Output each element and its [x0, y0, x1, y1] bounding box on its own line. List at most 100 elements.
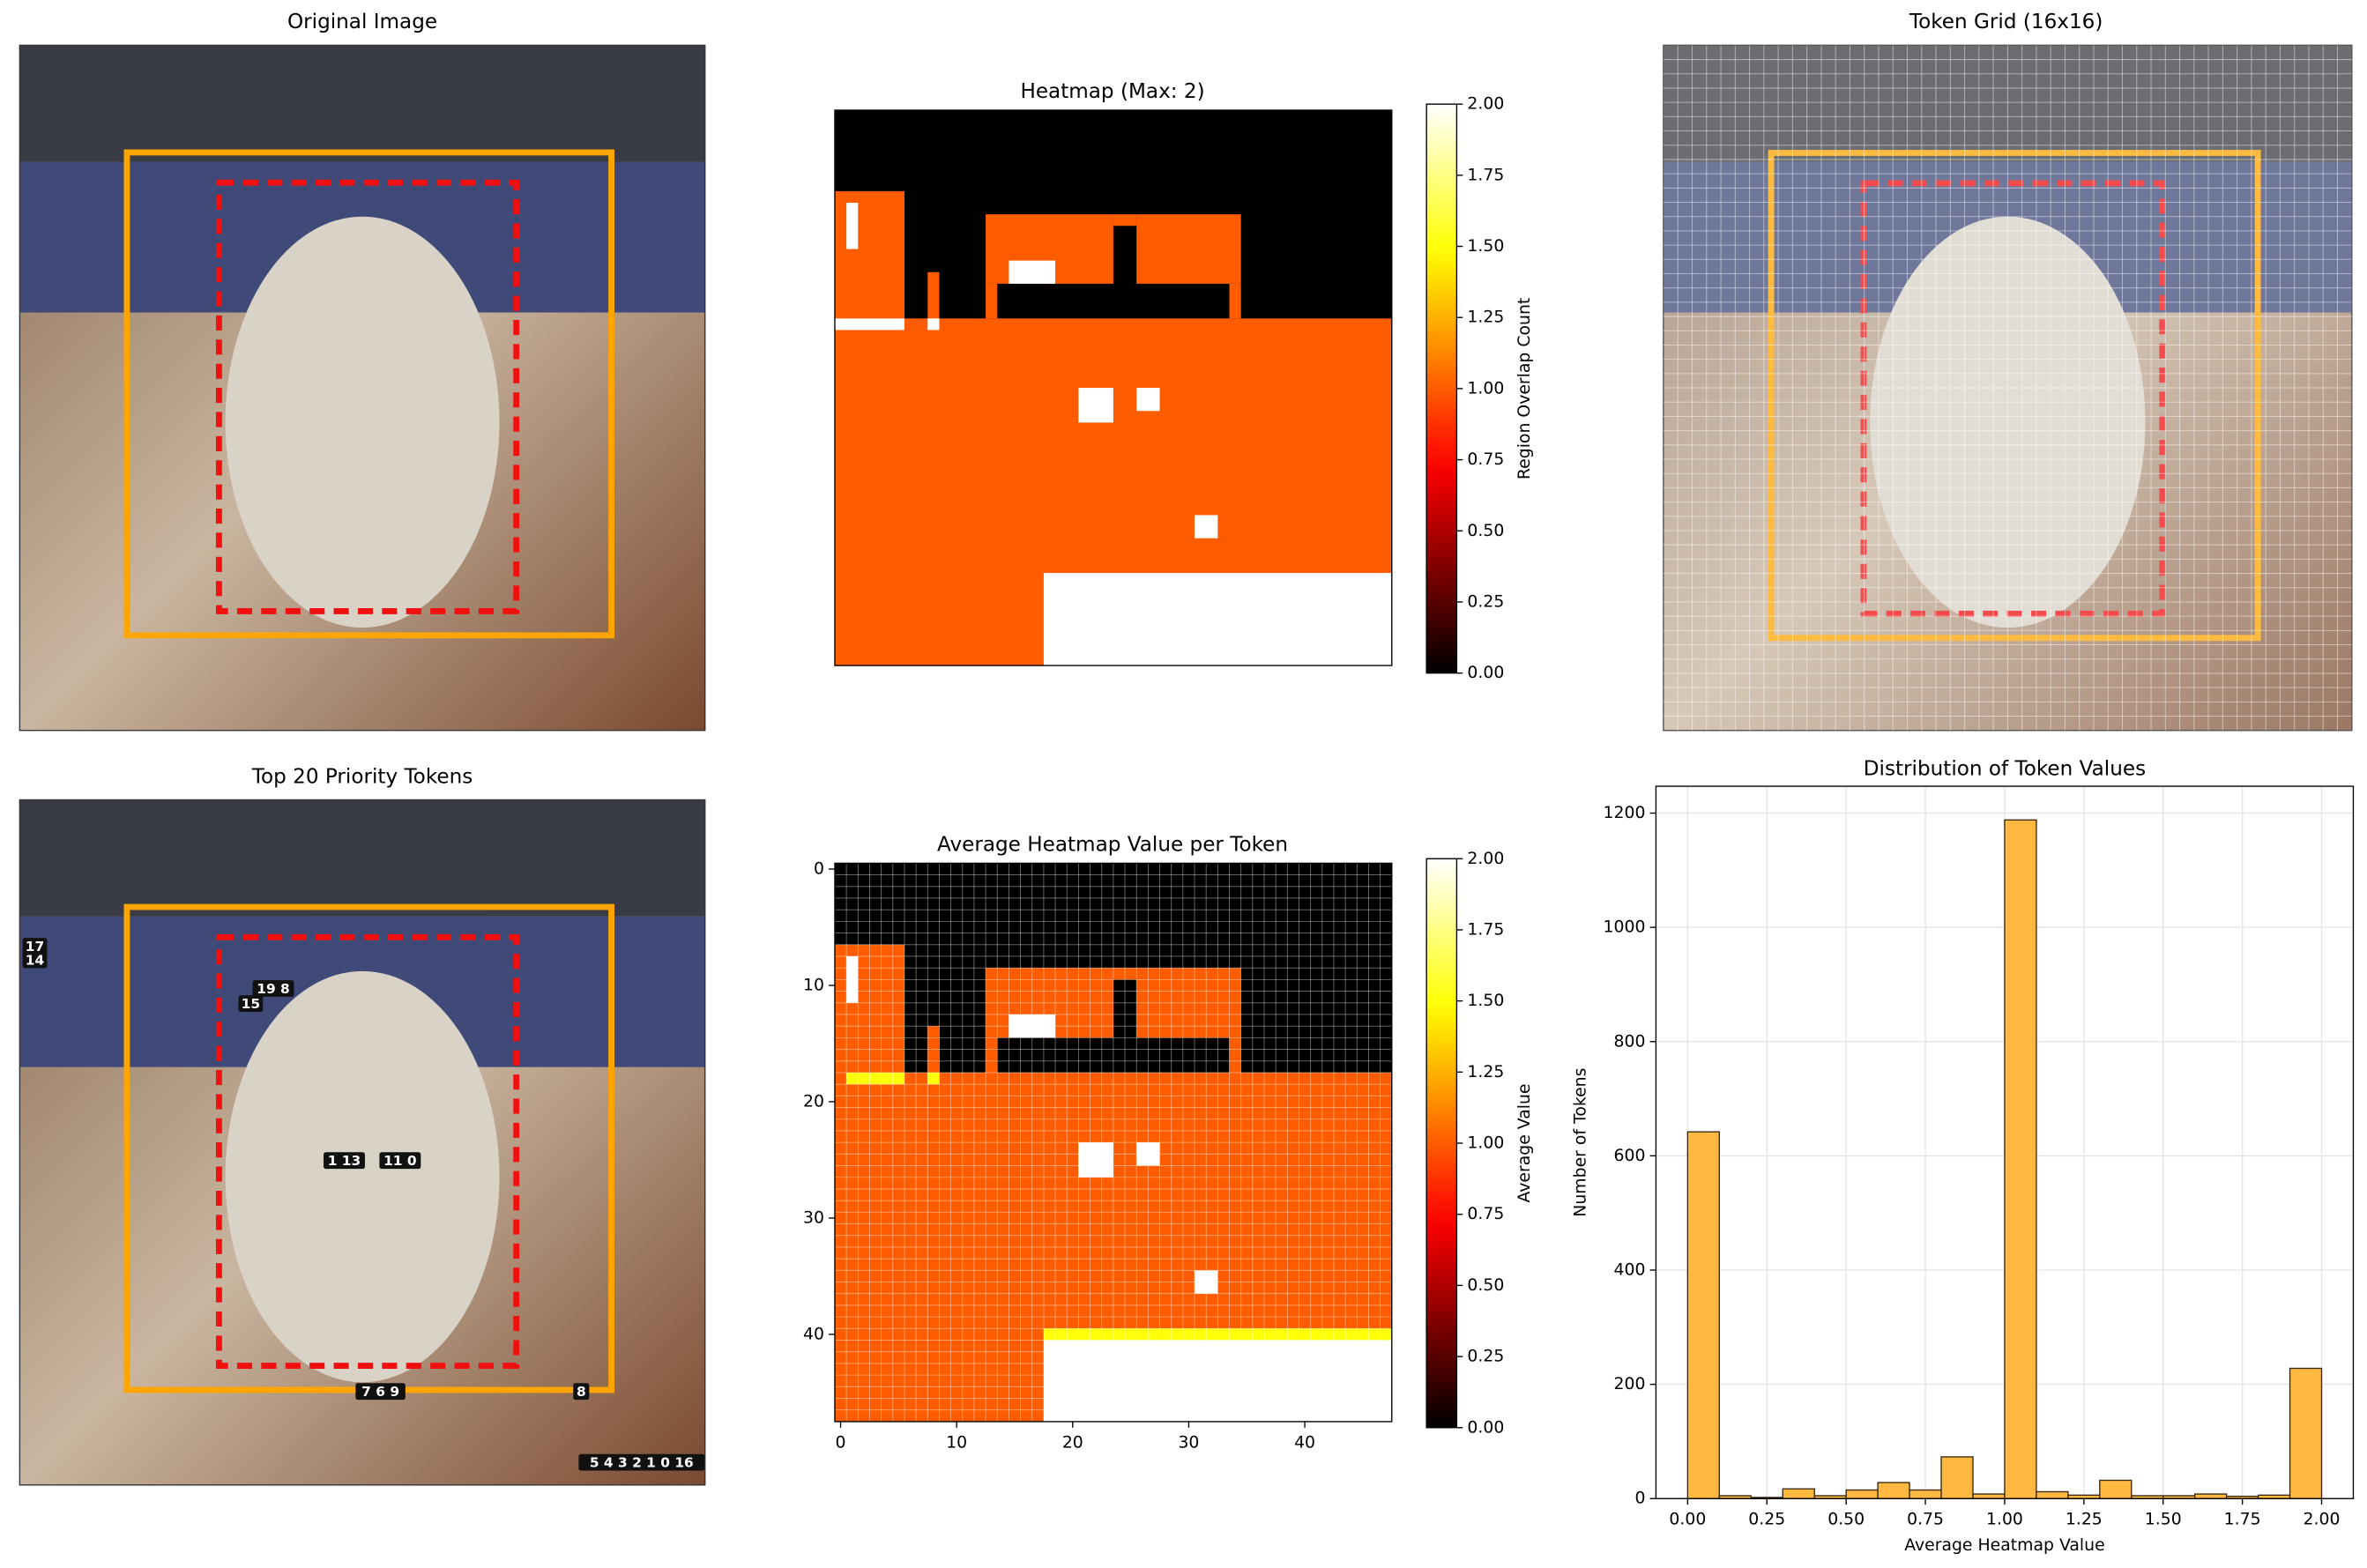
colorbar-tick-label: 0.75 — [1467, 450, 1504, 469]
heatmap-region — [1195, 1270, 1218, 1294]
heatmap-region — [927, 271, 940, 331]
photo-dog — [1870, 216, 2146, 628]
heatmap-region — [1043, 1340, 1392, 1422]
x-tick-label: 0.00 — [1669, 1511, 1706, 1529]
colorbar-tick-label: 1.25 — [1467, 308, 1504, 327]
panel-title: Average Heatmap Value per Token — [937, 833, 1288, 856]
heatmap-region — [1229, 1037, 1241, 1073]
photo-frame — [19, 799, 706, 1486]
orange-box — [123, 149, 614, 639]
photo-dog — [225, 970, 500, 1383]
image-panel — [19, 44, 706, 732]
colorbar — [1425, 858, 1458, 1429]
x-tick-label: 1.50 — [2145, 1511, 2182, 1529]
axes-frame — [834, 109, 1393, 666]
token-label-bg — [573, 1383, 590, 1401]
x-tick-label: 1.00 — [1986, 1511, 2023, 1529]
axes-frame — [1655, 785, 2355, 1499]
image-panel — [19, 799, 706, 1486]
panel-title: Original Image — [287, 11, 437, 33]
y-tick-label: 800 — [1614, 1032, 1646, 1051]
heatmap-region — [1113, 968, 1137, 980]
heatmap-region — [846, 955, 859, 1003]
panel-title: Token Grid (16x16) — [1909, 11, 2103, 33]
red-dashed-box — [1860, 180, 2166, 617]
histogram-bar — [2289, 1367, 2323, 1499]
token-label-bg — [252, 980, 294, 997]
heatmap-region — [1009, 260, 1056, 284]
heatmap-region — [1043, 573, 1392, 666]
histogram-bar — [2194, 1493, 2228, 1499]
heatmap-region — [986, 1037, 998, 1073]
grid-veil — [1663, 45, 2352, 731]
image-panel — [1663, 44, 2353, 732]
photo-wall — [1663, 45, 2352, 162]
heatmap-region — [1136, 968, 1241, 1038]
y-tick-label: 400 — [1614, 1261, 1646, 1280]
colorbar-tick-label: 0.25 — [1467, 1348, 1504, 1366]
colorbar-tick-label: 1.00 — [1467, 1134, 1504, 1153]
heatmap-region — [834, 190, 904, 319]
y-tick-label: 600 — [1614, 1147, 1646, 1165]
heatmap-region — [1078, 388, 1113, 423]
token-label: 17 — [26, 939, 44, 955]
y-tick-label: 10 — [803, 976, 824, 994]
heatmap-region — [846, 1072, 904, 1085]
y-tick-label: 40 — [803, 1325, 824, 1343]
y-tick-label: 1000 — [1604, 918, 1646, 937]
heatmap-region — [927, 1026, 940, 1073]
colorbar-tick-label: 2.00 — [1467, 95, 1504, 114]
histogram-bar — [1686, 1131, 1721, 1499]
token-label-bg — [238, 995, 264, 1013]
token-label: 7 6 9 — [361, 1384, 399, 1400]
colorbar-tick-label: 1.75 — [1467, 920, 1504, 939]
histogram-bar — [1940, 1456, 1974, 1499]
token-label-bg — [22, 951, 48, 969]
x-tick-label: 0.50 — [1827, 1511, 1865, 1529]
heatmap-region — [927, 318, 940, 331]
token-label-bg — [379, 1152, 421, 1170]
heatmap-region — [986, 283, 998, 319]
x-tick-label: 40 — [1294, 1433, 1315, 1452]
axes-frame — [834, 862, 1393, 1423]
colorbar-label: Average Value — [1515, 1084, 1534, 1203]
heatmap-region — [1136, 388, 1160, 412]
heatmap-region — [1043, 1328, 1392, 1341]
y-tick-label: 1200 — [1604, 804, 1646, 822]
photo-frame — [19, 44, 706, 732]
token-label: 11 0 — [383, 1153, 417, 1169]
x-tick-label: 0.75 — [1907, 1511, 1944, 1529]
heatmap-region — [846, 203, 859, 249]
token-label: 15 — [242, 996, 260, 1012]
heatmap-region — [1229, 283, 1241, 319]
orange-box — [1768, 150, 2261, 642]
y-tick-label: 30 — [803, 1208, 824, 1227]
colorbar-tick-label: 0.25 — [1467, 592, 1504, 611]
heatmap-region — [927, 1072, 940, 1085]
x-tick-label: 0.25 — [1748, 1511, 1785, 1529]
histogram-bar — [1845, 1489, 1879, 1499]
histogram-bar — [2004, 819, 2037, 1499]
y-tick-label: 0 — [1634, 1490, 1645, 1508]
token-label-bg — [355, 1383, 406, 1401]
histogram-bar — [1972, 1493, 2006, 1499]
histogram-bar — [2036, 1490, 2069, 1499]
token-label: 8 — [577, 1384, 586, 1400]
x-tick-label: 20 — [1062, 1433, 1083, 1452]
heatmap-region — [1009, 1014, 1056, 1038]
histogram-bar — [2099, 1479, 2133, 1499]
histogram-bar — [1909, 1489, 1942, 1499]
colorbar-tick-label: 0.00 — [1467, 1418, 1504, 1437]
token-label: 5 4 3 2 1 0 16 — [590, 1455, 694, 1471]
heatmap-region — [1113, 214, 1137, 227]
x-tick-label: 1.25 — [2066, 1511, 2103, 1529]
token-label-bg — [22, 938, 48, 955]
x-tick-label: 1.75 — [2224, 1511, 2261, 1529]
panel-title: Top 20 Priority Tokens — [251, 765, 473, 788]
x-tick-label: 0 — [836, 1433, 846, 1452]
colorbar-label: Region Overlap Count — [1515, 298, 1534, 479]
colorbar — [1425, 103, 1458, 674]
y-tick-label: 20 — [803, 1092, 824, 1111]
x-tick-label: 10 — [946, 1433, 967, 1452]
x-axis-label: Average Heatmap Value — [1904, 1536, 2104, 1555]
